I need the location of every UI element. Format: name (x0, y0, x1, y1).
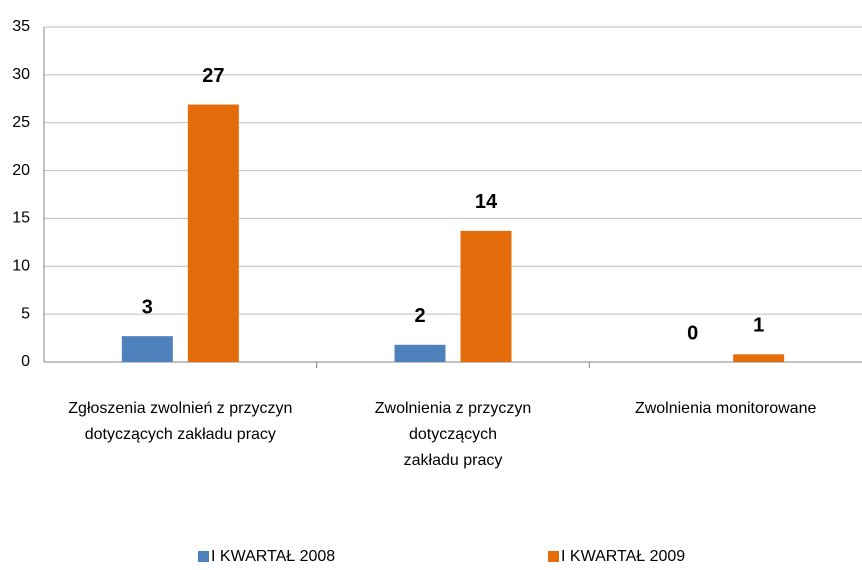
bar (394, 344, 446, 362)
data-label: 1 (753, 315, 764, 337)
bar (460, 230, 512, 362)
legend-swatch (548, 551, 559, 562)
data-label: 2 (414, 305, 425, 327)
y-tick-label: 0 (21, 353, 30, 370)
data-label: 27 (202, 65, 224, 87)
x-tick-label: Zwolnienia monitorowane (634, 400, 817, 417)
data-label: 3 (142, 296, 153, 318)
y-tick-label: 20 (12, 162, 30, 179)
bar (187, 104, 239, 363)
bar (121, 336, 173, 362)
bar (733, 354, 785, 362)
data-label: 0 (687, 322, 698, 344)
x-tick-label: Zwolnienia z przyczyn dotyczących zakład… (374, 400, 532, 469)
legend-label: I KWARTAŁ 2009 (561, 548, 685, 565)
legend-swatch (198, 551, 209, 562)
data-label: 14 (475, 191, 498, 213)
legend-label: I KWARTAŁ 2008 (211, 548, 335, 565)
x-tick-label: Zgłoszenia zwolnień z przyczyn dotyczący… (68, 400, 293, 443)
y-tick-label: 35 (12, 18, 30, 35)
y-tick-label: 15 (12, 210, 30, 227)
y-tick-label: 10 (12, 258, 30, 275)
y-tick-label: 25 (12, 114, 30, 131)
y-tick-label: 5 (21, 305, 30, 322)
y-tick-label: 30 (12, 66, 30, 83)
